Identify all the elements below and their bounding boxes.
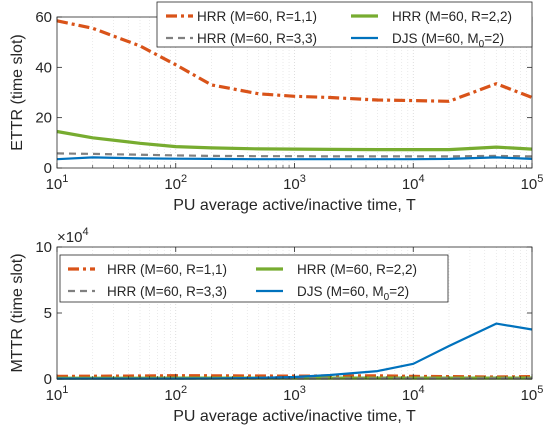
panel2-x-axis-label: PU average active/inactive time, T <box>173 408 416 425</box>
panel1-x-axis-label: PU average active/inactive time, T <box>173 197 416 214</box>
panel2-x-tick-label: 105 <box>521 384 544 404</box>
panel1-legend-label-3: HRR (M=60, R=3,3) <box>197 31 317 46</box>
panel1-x-tick-label: 103 <box>283 173 306 193</box>
panel2-x-tick-label: 103 <box>283 384 306 404</box>
panel1-x-tick-label: 105 <box>521 173 544 193</box>
panel1-x-tick-label: 102 <box>164 173 187 193</box>
panel1-legend-label-1: HRR (M=60, R=1,1) <box>197 9 317 24</box>
panel2-y-tick-label: 0 <box>44 371 52 388</box>
panel1-y-tick-label: 40 <box>35 59 52 76</box>
panel1-legend-label-2: HRR (M=60, R=2,2) <box>392 9 512 24</box>
panel2-x-tick-label: 104 <box>402 384 425 404</box>
panel1-y-tick-label: 60 <box>35 9 52 26</box>
panel2-legend-label-1: HRR (M=60, R=1,1) <box>107 262 227 277</box>
panel2-y-exponent-label: ×104 <box>57 226 89 246</box>
panel1-y-axis-label: ETTR (time slot) <box>9 34 26 150</box>
panel2-legend-label-2: HRR (M=60, R=2,2) <box>297 262 417 277</box>
panel1-y-tick-label: 0 <box>44 160 52 177</box>
panel1-x-tick-label: 104 <box>402 173 425 193</box>
panel2-x-tick-label: 102 <box>164 384 187 404</box>
panel2-y-axis-label: MTTR (time slot) <box>9 253 26 372</box>
panel2-legend-label-3: HRR (M=60, R=3,3) <box>107 284 227 299</box>
panel1-y-tick-label: 20 <box>35 110 52 127</box>
panel2-y-tick-label: 10 <box>35 239 52 256</box>
panel2-y-tick-label: 5 <box>44 305 52 322</box>
